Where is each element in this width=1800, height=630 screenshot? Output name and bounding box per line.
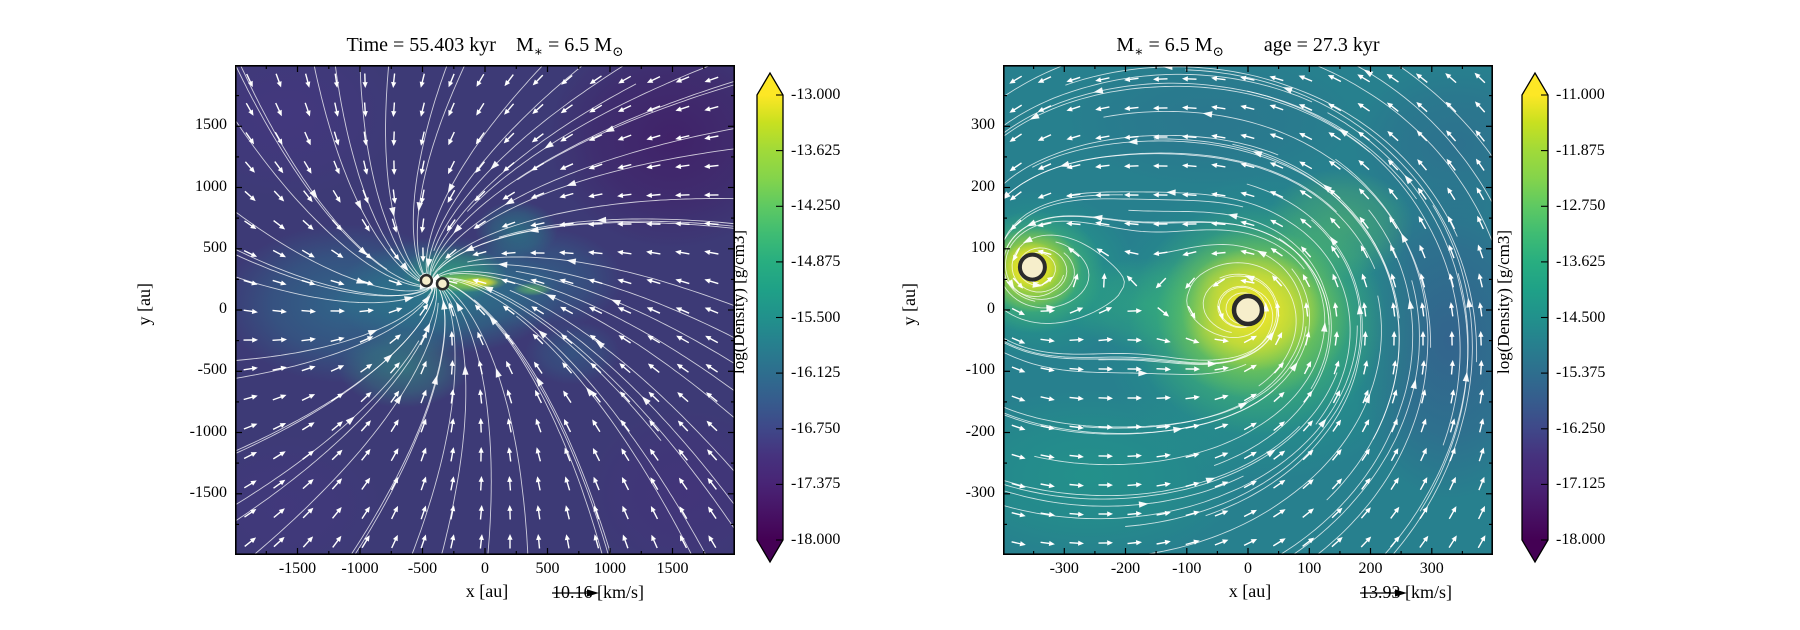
x-tick-label: 1000 [594, 560, 626, 577]
x-tick-label: -1000 [341, 560, 379, 577]
title-text: M [1116, 34, 1135, 56]
x-tick-label: -200 [1110, 560, 1141, 577]
colorbar-tick-label: -14.500 [1556, 308, 1606, 326]
quiver-key-left: 10.16 [km/s] [552, 582, 644, 603]
title-text: age = 27.3 kyr [1263, 34, 1380, 56]
colorbar-tick-label: -16.750 [791, 419, 841, 437]
x-tick-label: 1500 [656, 560, 689, 577]
density-map-right [1003, 65, 1493, 555]
x-tick-label: 100 [1297, 560, 1322, 577]
x-axis-label-left: x [au] [465, 581, 509, 601]
title-subscript: ⊙ [612, 44, 624, 59]
colorbar-tick-label: -14.250 [791, 197, 841, 215]
title-text: = 6.5 M [543, 34, 613, 56]
y-tick-label: 1000 [195, 177, 227, 195]
x-tick-label: 0 [481, 560, 489, 577]
quiver-arrows [1009, 72, 1486, 549]
colorbar-label-right: log(Density) [g/cm3] [1494, 230, 1513, 374]
x-tick-label: -1500 [278, 560, 317, 577]
y-tick-label: 300 [971, 116, 995, 134]
sink-particles [1017, 252, 1265, 327]
y-axis-label-right: y [au] [899, 283, 919, 326]
quiver-key-arrow-icon [1360, 588, 1407, 597]
y-tick-label: -1500 [189, 483, 227, 501]
title-text: M [515, 34, 534, 56]
y-tick-label: 0 [219, 300, 227, 317]
colorbar-tick-label: -15.500 [791, 308, 841, 326]
y-tick-label: -500 [197, 361, 227, 379]
colorbar-tick-label: -13.000 [791, 86, 841, 103]
x-tick-label: 0 [1244, 560, 1252, 577]
colorbar-tick-label: -11.000 [1556, 86, 1605, 103]
x-tick-label: 200 [1358, 560, 1383, 577]
y-tick-label: 0 [987, 300, 995, 317]
streamlines [1003, 65, 1493, 555]
colorbar-tick-label: -15.375 [1556, 364, 1606, 382]
quiver-key-label: 13.93 [km/s] [1360, 582, 1452, 602]
colorbar-tick-label: -13.625 [1556, 252, 1606, 270]
colorbar-tick-label: -14.875 [791, 252, 841, 270]
colorbar-right [1521, 71, 1549, 564]
x-tick-label: -500 [407, 560, 438, 577]
y-tick-label: 200 [971, 177, 995, 195]
quiver-key-label: 10.16 [km/s] [552, 582, 644, 602]
colorbar-tick-label: -13.625 [791, 141, 841, 159]
colorbar-tick-label: -18.000 [1556, 531, 1606, 548]
title-subscript: ∗ [533, 44, 544, 59]
y-tick-label: -200 [965, 422, 995, 440]
title-text: Time = 55.403 kyr [346, 34, 496, 56]
y-tick-label: -100 [965, 361, 995, 379]
y-tick-label: 100 [971, 238, 995, 256]
colorbar-tick-label: -16.125 [791, 364, 841, 382]
title-subscript: ⊙ [1212, 44, 1224, 59]
quiver-key-right: 13.93 [km/s] [1360, 582, 1452, 603]
colorbar-tick-label: -17.125 [1556, 475, 1606, 493]
sink-particles [419, 273, 450, 291]
x-tick-label: -300 [1049, 560, 1079, 577]
x-tick-label: 300 [1419, 560, 1444, 577]
x-tick-label: -100 [1172, 560, 1202, 577]
y-axis-label-left: y [au] [134, 283, 154, 326]
x-axis-label-right: x [au] [1228, 581, 1272, 601]
panel-title-left: Time = 55.403 kyr M∗ = 6.5 M⊙ [347, 34, 624, 60]
colorbar-left [756, 71, 784, 564]
y-tick-label: 1500 [195, 116, 227, 134]
title-text: = 6.5 M [1143, 34, 1213, 56]
title-subscript: ∗ [1134, 44, 1144, 59]
quiver-key-arrow-icon [552, 588, 599, 597]
title-text [1224, 34, 1264, 56]
x-tick-label: 500 [535, 560, 560, 577]
y-tick-label: -300 [965, 483, 995, 501]
colorbar-tick-label: -16.250 [1556, 419, 1606, 437]
y-tick-label: 500 [203, 238, 227, 256]
panel-title-right: M∗ = 6.5 M⊙ age = 27.3 kyr [1116, 34, 1379, 60]
density-map-left [235, 65, 735, 555]
colorbar-tick-label: -11.875 [1556, 141, 1605, 159]
title-text [496, 34, 516, 56]
y-tick-label: -1000 [189, 422, 227, 440]
colorbar-tick-label: -17.375 [791, 475, 841, 493]
colorbar-tick-label: -12.750 [1556, 197, 1606, 215]
colorbar-tick-label: -18.000 [791, 531, 841, 548]
